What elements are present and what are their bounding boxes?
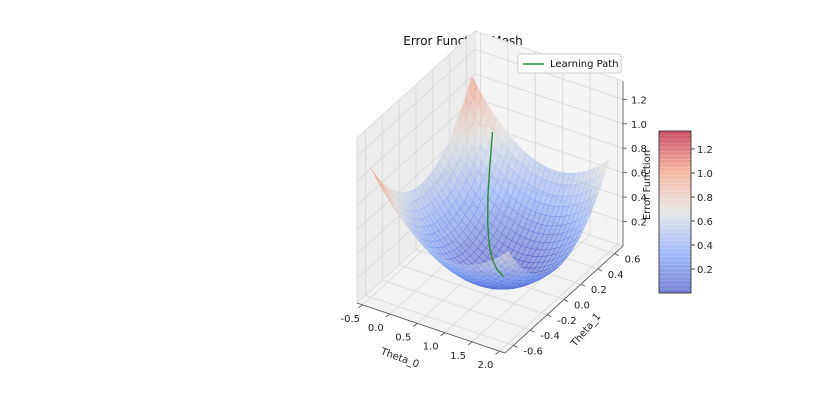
y-tick-mark [546,314,552,318]
x-tick-mark [385,313,391,318]
y-tick-mark [597,268,602,272]
z-tick-label: 0.8 [631,144,647,155]
x-tick-label: 1.0 [423,342,439,353]
legend-box [517,53,622,74]
y-tick-mark [580,283,586,287]
colorbar-tick-label: 0.8 [697,193,713,204]
legend-label-learning-path: Learning Path [550,59,619,70]
axis-ticks: -0.50.00.51.01.52.0-0.6-0.4-0.20.00.20.4… [341,81,647,371]
error-surface [370,76,610,290]
y-tick-mark [513,344,518,348]
y-tick-mark [614,253,619,257]
z-tick-label: 0.2 [631,218,647,229]
y-gridline [382,279,531,331]
z-axis-label: Error Function [642,150,653,220]
y-gridline [365,294,514,346]
y-tick-label: -0.4 [540,331,560,342]
legend: Learning Path [517,53,622,74]
y-gridline [399,264,548,316]
x-tick-mark [495,350,500,355]
x-tick-mark [467,341,473,346]
x-tick-label: 0.5 [395,332,411,343]
y-tick-label: 0.0 [574,301,590,312]
z-gridline [356,97,476,206]
y-tick-label: -0.6 [523,346,543,357]
z-gridline [474,73,624,125]
x-axis-label: Theta_0 [378,346,420,370]
z-tick-label: 0.6 [631,169,647,180]
axis-edge [504,245,624,354]
colorbar-tick-label: 0.6 [697,217,713,228]
colorbar-tick-label: 0.4 [697,241,713,252]
y-tick-label: 0.2 [591,285,607,296]
y-tick-mark [530,329,535,333]
colorbar: 0.2 0.4 0.6 0.8 1.0 1.2 [658,130,713,294]
surface-patch [502,251,512,261]
y-tick-mark [563,299,569,302]
x-tick-mark [413,323,418,327]
x-tick-mark [440,332,445,336]
z-gridline [474,97,624,149]
x-tick-label: 0.0 [368,323,384,334]
colorbar-tick-label: 1.0 [697,169,713,180]
axis-edge [356,302,506,354]
y-tick-label: 0.6 [625,255,641,266]
x-tick-label: -0.5 [341,314,361,325]
z-tick-label: 1.2 [631,95,647,106]
colorbar-bands [659,134,691,290]
z-tick-label: 1.0 [631,120,647,131]
z-tick-label: 0.4 [631,193,647,204]
learning-path-line [486,132,505,278]
y-tick-label: 0.4 [608,270,624,281]
learning-path-layer [486,132,505,278]
colorbar-ticks: 0.2 0.4 0.6 0.8 1.0 1.2 [691,145,713,276]
colorbar-tick-label: 1.2 [697,145,713,156]
z-gridline [474,48,624,100]
x-tick-mark [358,304,363,309]
z-gridline [356,73,476,182]
z-gridline [356,49,476,157]
colorbar-gradient [658,130,692,294]
y-tick-label: -0.2 [557,316,577,327]
colorbar-tick-label: 0.2 [697,265,713,276]
x-tick-label: 1.5 [450,351,466,362]
x-tick-label: 2.0 [478,360,494,371]
